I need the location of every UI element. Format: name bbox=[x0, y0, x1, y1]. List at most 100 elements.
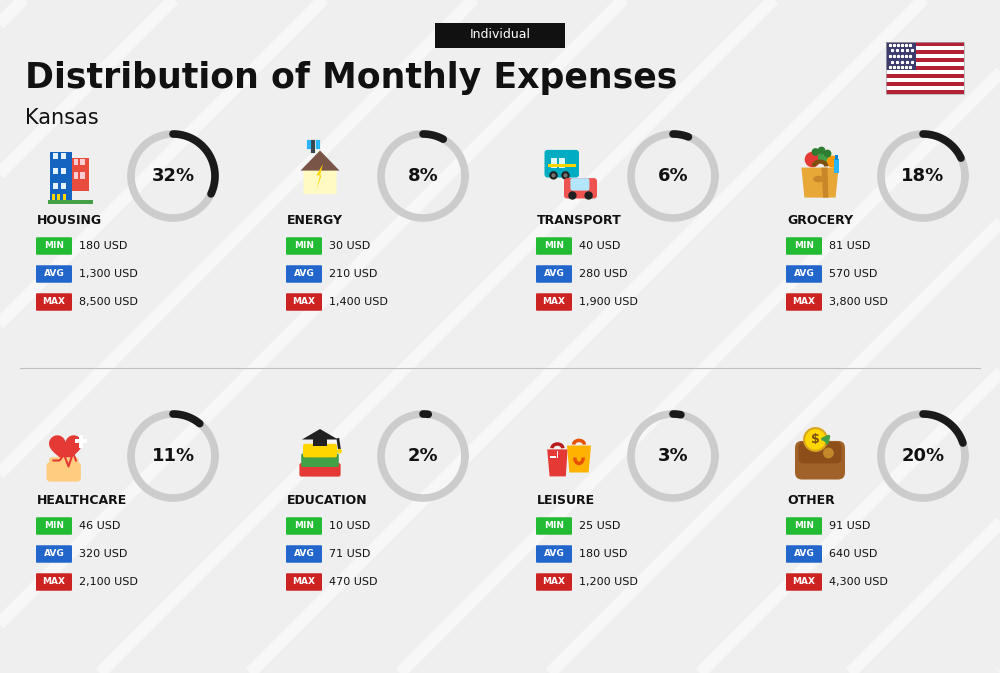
Bar bbox=[48, 200, 92, 205]
Text: 6%: 6% bbox=[658, 167, 688, 185]
Text: 30 USD: 30 USD bbox=[329, 241, 370, 251]
Polygon shape bbox=[567, 446, 591, 472]
Circle shape bbox=[824, 149, 831, 157]
Text: 11%: 11% bbox=[151, 447, 195, 465]
Text: 91 USD: 91 USD bbox=[829, 521, 870, 531]
Text: 180 USD: 180 USD bbox=[79, 241, 127, 251]
FancyBboxPatch shape bbox=[798, 442, 842, 464]
FancyBboxPatch shape bbox=[786, 545, 822, 563]
Polygon shape bbox=[822, 168, 828, 198]
FancyBboxPatch shape bbox=[564, 178, 597, 199]
Bar bbox=[548, 164, 576, 167]
Text: MAX: MAX bbox=[292, 577, 316, 586]
Circle shape bbox=[805, 151, 820, 168]
FancyBboxPatch shape bbox=[36, 293, 72, 311]
Ellipse shape bbox=[813, 176, 824, 182]
Polygon shape bbox=[316, 164, 323, 190]
Bar bbox=[886, 82, 964, 86]
FancyBboxPatch shape bbox=[36, 238, 72, 255]
Text: 2%: 2% bbox=[408, 447, 438, 465]
Text: TRANSPORT: TRANSPORT bbox=[537, 215, 622, 227]
Polygon shape bbox=[301, 151, 340, 170]
Text: Kansas: Kansas bbox=[25, 108, 99, 128]
Bar bbox=[835, 155, 838, 160]
Bar bbox=[556, 451, 558, 458]
FancyBboxPatch shape bbox=[36, 573, 72, 591]
Bar bbox=[57, 194, 60, 201]
Text: 180 USD: 180 USD bbox=[579, 549, 627, 559]
Circle shape bbox=[561, 171, 570, 180]
Bar bbox=[886, 58, 964, 62]
FancyBboxPatch shape bbox=[46, 462, 81, 482]
FancyBboxPatch shape bbox=[786, 238, 822, 255]
Text: 3,800 USD: 3,800 USD bbox=[829, 297, 888, 307]
FancyBboxPatch shape bbox=[536, 293, 572, 311]
Circle shape bbox=[827, 155, 839, 168]
FancyBboxPatch shape bbox=[536, 545, 572, 563]
FancyBboxPatch shape bbox=[36, 265, 72, 283]
Bar bbox=[886, 42, 964, 46]
Bar bbox=[80, 159, 85, 166]
Text: 32%: 32% bbox=[151, 167, 195, 185]
Text: HEALTHCARE: HEALTHCARE bbox=[37, 495, 127, 507]
FancyBboxPatch shape bbox=[795, 441, 845, 479]
Text: 8%: 8% bbox=[408, 167, 438, 185]
FancyBboxPatch shape bbox=[36, 518, 72, 535]
FancyBboxPatch shape bbox=[536, 573, 572, 591]
Text: MIN: MIN bbox=[294, 242, 314, 250]
Text: 1,900 USD: 1,900 USD bbox=[579, 297, 638, 307]
Circle shape bbox=[563, 174, 568, 178]
FancyBboxPatch shape bbox=[536, 238, 572, 255]
Text: MAX: MAX bbox=[42, 577, 66, 586]
Bar bbox=[886, 54, 964, 58]
Bar bbox=[74, 159, 78, 166]
Text: 2,100 USD: 2,100 USD bbox=[79, 577, 138, 587]
Bar bbox=[886, 86, 964, 90]
Text: 320 USD: 320 USD bbox=[79, 549, 127, 559]
Text: AVG: AVG bbox=[44, 549, 64, 559]
Bar bbox=[886, 66, 964, 70]
Text: AVG: AVG bbox=[294, 549, 314, 559]
FancyBboxPatch shape bbox=[536, 518, 572, 535]
Text: OTHER: OTHER bbox=[787, 495, 835, 507]
Text: AVG: AVG bbox=[294, 269, 314, 279]
FancyBboxPatch shape bbox=[786, 518, 822, 535]
FancyBboxPatch shape bbox=[286, 545, 322, 563]
Text: 81 USD: 81 USD bbox=[829, 241, 870, 251]
FancyBboxPatch shape bbox=[49, 457, 78, 470]
Bar bbox=[61, 168, 66, 174]
Text: AVG: AVG bbox=[544, 549, 564, 559]
Bar bbox=[50, 152, 72, 201]
Text: LEISURE: LEISURE bbox=[537, 495, 595, 507]
Circle shape bbox=[823, 448, 834, 458]
Text: 470 USD: 470 USD bbox=[329, 577, 378, 587]
FancyBboxPatch shape bbox=[786, 573, 822, 591]
FancyBboxPatch shape bbox=[286, 518, 322, 535]
Text: MAX: MAX bbox=[793, 577, 816, 586]
Circle shape bbox=[812, 148, 819, 156]
FancyBboxPatch shape bbox=[299, 463, 341, 476]
Bar bbox=[886, 50, 964, 54]
Bar bbox=[886, 46, 964, 50]
Polygon shape bbox=[304, 154, 336, 194]
Bar bbox=[63, 194, 66, 201]
Text: 71 USD: 71 USD bbox=[329, 549, 370, 559]
Bar bbox=[53, 153, 58, 160]
Text: 4,300 USD: 4,300 USD bbox=[829, 577, 888, 587]
Bar bbox=[559, 158, 565, 168]
Text: AVG: AVG bbox=[794, 269, 814, 279]
FancyBboxPatch shape bbox=[286, 265, 322, 283]
Bar bbox=[53, 168, 58, 174]
Circle shape bbox=[818, 151, 831, 164]
Text: Individual: Individual bbox=[470, 28, 530, 42]
FancyBboxPatch shape bbox=[544, 150, 579, 178]
Circle shape bbox=[804, 428, 827, 451]
Text: EDUCATION: EDUCATION bbox=[287, 495, 368, 507]
Circle shape bbox=[818, 147, 825, 154]
Bar bbox=[313, 438, 327, 446]
Text: MAX: MAX bbox=[292, 297, 316, 306]
Bar bbox=[886, 42, 916, 70]
Text: AVG: AVG bbox=[544, 269, 564, 279]
Text: MAX: MAX bbox=[542, 577, 566, 586]
Text: 18%: 18% bbox=[901, 167, 945, 185]
